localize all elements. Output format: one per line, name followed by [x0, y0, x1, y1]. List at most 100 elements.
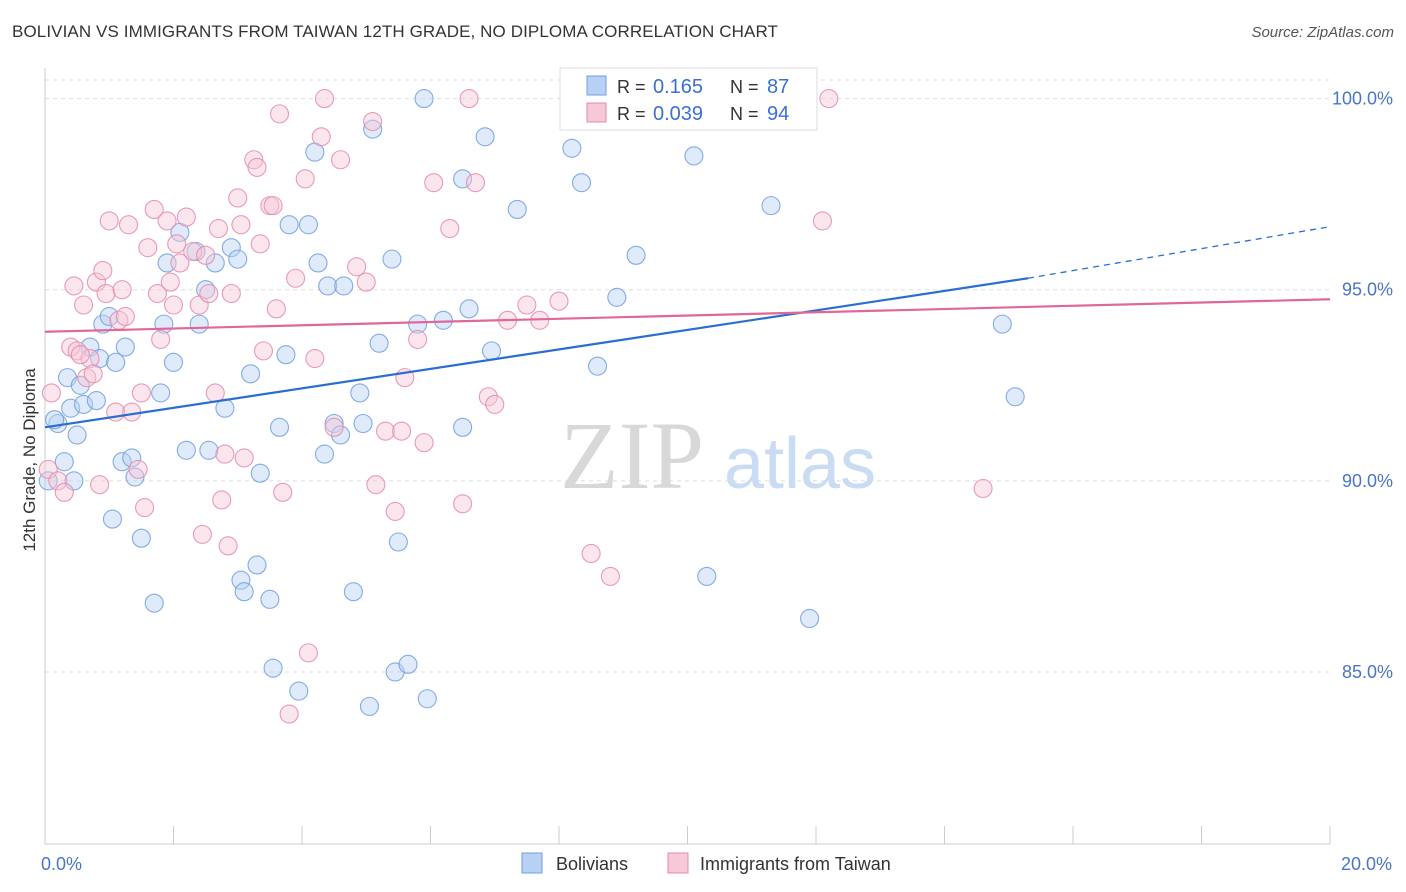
taiwan-point-60	[356, 272, 376, 292]
taiwan-point-55	[311, 127, 331, 147]
bolivians-trend-line	[44, 277, 1029, 429]
taiwan-point-62	[366, 475, 386, 495]
taiwan-point-33	[196, 245, 216, 265]
taiwan-point-64	[385, 501, 405, 521]
taiwan-point-35	[208, 219, 229, 239]
legend: R = 0.165 N = 87 R = 0.039 N = 94	[559, 67, 818, 131]
bolivians-point-2	[54, 452, 74, 472]
bolivians-point-68	[475, 127, 495, 147]
taiwan-point-91	[135, 498, 155, 518]
legend-r-label-1: R =	[617, 104, 646, 124]
taiwan-point-40	[228, 188, 248, 208]
taiwan-point-88	[64, 276, 84, 296]
taiwan-point-19	[128, 459, 148, 479]
bolivians-point-76	[684, 146, 704, 166]
bolivians-point-81	[1005, 387, 1025, 407]
taiwan-point-46	[253, 341, 274, 361]
taiwan-point-29	[176, 207, 196, 227]
taiwan-point-12	[96, 283, 116, 304]
bottom-legend-swatch-bolivians	[521, 852, 543, 874]
taiwan-point-70	[440, 219, 460, 239]
taiwan-point-36	[212, 490, 232, 510]
taiwan-point-1	[41, 383, 61, 403]
bolivians-point-51	[343, 582, 363, 602]
watermark: ZIP atlas	[560, 402, 876, 509]
taiwan-point-56	[314, 89, 335, 109]
bolivians-point-69	[481, 341, 502, 361]
taiwan-point-38	[218, 536, 238, 556]
taiwan-point-65	[392, 421, 412, 441]
taiwan-point-45	[250, 234, 270, 254]
bolivians-point-77	[697, 566, 717, 586]
bottom-legend-swatch-taiwan	[667, 852, 689, 874]
legend-n-value-1: 94	[767, 103, 789, 125]
taiwan-point-39	[221, 283, 241, 304]
legend-swatch-bolivians	[586, 75, 607, 96]
taiwan-point-30	[183, 241, 203, 262]
bolivians-point-38	[260, 589, 280, 609]
bolivians-point-20	[151, 383, 171, 403]
taiwan-trend-line	[44, 298, 1331, 333]
bolivians-point-40	[269, 417, 290, 437]
taiwan-point-41	[231, 215, 251, 235]
taiwan-point-85	[115, 306, 135, 327]
bolivians-point-72	[571, 173, 592, 193]
bolivians-point-34	[234, 582, 254, 602]
legend-r-value-1: 0.039	[653, 103, 703, 125]
taiwan-point-93	[90, 475, 110, 495]
bolivians-point-46	[308, 253, 328, 273]
taiwan-point-18	[122, 402, 142, 422]
taiwan-point-2	[48, 471, 68, 491]
watermark-zip: ZIP	[560, 402, 704, 509]
bolivians-point-62	[414, 89, 434, 109]
legend-n-value-0: 87	[767, 76, 789, 98]
taiwan-point-9	[83, 364, 103, 384]
taiwan-point-20	[131, 383, 151, 403]
bolivians-point-86	[122, 448, 142, 468]
bolivians-point-44	[298, 215, 318, 235]
tick-labels: 85.0% 90.0% 95.0% 100.0% 0.0% 20.0%	[41, 89, 1393, 874]
taiwan-point-3	[54, 482, 74, 502]
y-tick-label-1: 90.0%	[1342, 471, 1393, 491]
taiwan-point-48	[263, 196, 283, 216]
bolivians-point-41	[276, 345, 296, 365]
bolivians-point-60	[398, 654, 418, 674]
taiwan-point-80	[581, 543, 601, 564]
taiwan-point-23	[147, 283, 167, 304]
taiwan-point-11	[93, 261, 113, 281]
bolivians-point-12	[99, 306, 119, 327]
taiwan-point-25	[157, 211, 177, 231]
bolivians-point-15	[112, 452, 132, 472]
taiwan-point-92	[167, 234, 187, 254]
taiwan-point-22	[144, 199, 164, 219]
taiwan-point-75	[485, 394, 505, 414]
legend-r-label-0: R =	[617, 77, 646, 97]
taiwan-point-57	[324, 417, 344, 437]
legend-swatch-taiwan	[586, 102, 607, 123]
y-axis-label: 12th Grade, No Diploma	[20, 368, 39, 552]
legend-n-label-1: N =	[730, 104, 759, 124]
taiwan-point-50	[273, 482, 293, 502]
bolivians-trend-extension	[1027, 225, 1331, 279]
bolivians-point-14	[106, 352, 126, 372]
y-tick-label-3: 100.0%	[1332, 89, 1393, 109]
legend-r-value-0: 0.165	[653, 76, 703, 98]
bolivians-point-32	[228, 249, 248, 269]
taiwan-point-82	[812, 211, 832, 231]
bolivians-point-18	[131, 528, 151, 548]
taiwan-point-42	[234, 448, 254, 468]
taiwan-point-27	[163, 295, 184, 315]
bolivians-point-31	[221, 238, 241, 258]
bolivians-point-57	[382, 249, 402, 269]
taiwan-point-59	[347, 257, 367, 277]
data-points	[38, 89, 1025, 724]
bolivians-point-42	[279, 215, 299, 235]
bolivians-point-36	[247, 555, 267, 575]
taiwan-point-86	[205, 383, 225, 403]
bolivians-point-53	[353, 413, 373, 434]
taiwan-point-83	[819, 89, 839, 109]
taiwan-point-72	[459, 89, 479, 109]
bolivians-point-13	[102, 509, 123, 529]
taiwan-point-28	[170, 253, 190, 273]
